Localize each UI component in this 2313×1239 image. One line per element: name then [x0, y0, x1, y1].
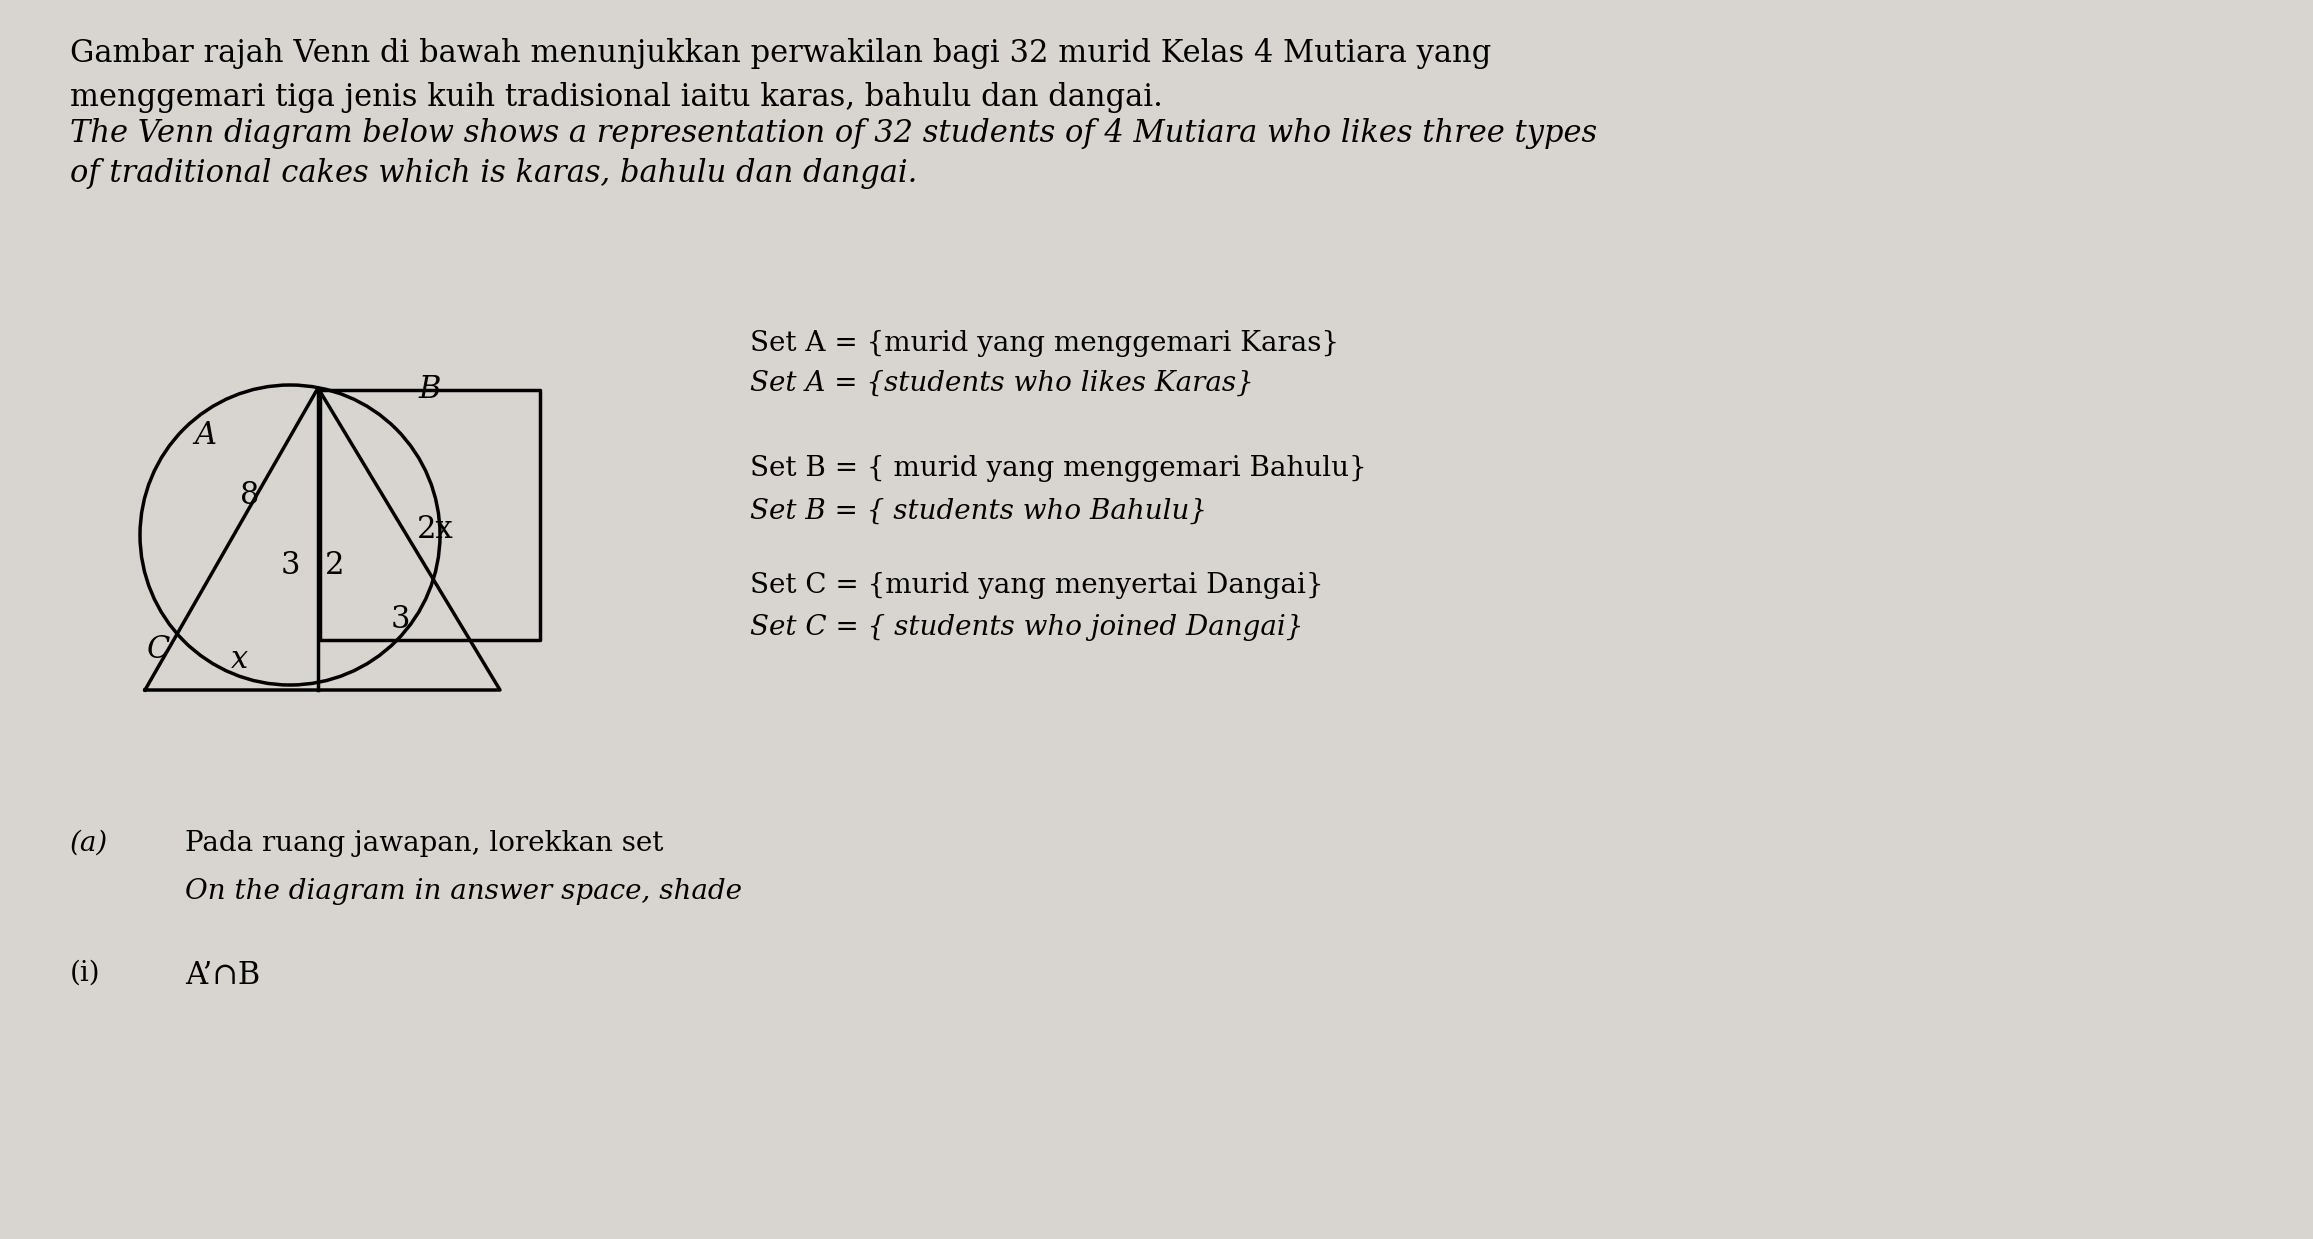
Text: Set C = { students who joined Dangai}: Set C = { students who joined Dangai}	[749, 615, 1302, 641]
Text: B: B	[419, 374, 442, 405]
Text: Set C = {murid yang menyertai Dangai}: Set C = {murid yang menyertai Dangai}	[749, 572, 1323, 598]
Text: Gambar rajah Venn di bawah menunjukkan perwakilan bagi 32 murid Kelas 4 Mutiara : Gambar rajah Venn di bawah menunjukkan p…	[69, 38, 1492, 69]
Text: of traditional cakes which is karas, bahulu dan dangai.: of traditional cakes which is karas, bah…	[69, 159, 918, 190]
Text: (a): (a)	[69, 830, 109, 857]
Text: Set A = {murid yang menggemari Karas}: Set A = {murid yang menggemari Karas}	[749, 330, 1339, 357]
Text: 8: 8	[241, 479, 259, 510]
Text: 3: 3	[280, 550, 301, 581]
Text: Set A = {students who likes Karas}: Set A = {students who likes Karas}	[749, 370, 1254, 396]
Text: 2: 2	[326, 550, 345, 581]
Text: A: A	[194, 420, 215, 451]
Text: menggemari tiga jenis kuih tradisional iaitu karas, bahulu dan dangai.: menggemari tiga jenis kuih tradisional i…	[69, 82, 1163, 113]
Text: Set B = { students who Bahulu}: Set B = { students who Bahulu}	[749, 498, 1207, 525]
Text: (i): (i)	[69, 960, 102, 987]
Text: Set B = { murid yang menggemari Bahulu}: Set B = { murid yang menggemari Bahulu}	[749, 455, 1367, 482]
Text: C: C	[146, 634, 169, 665]
Text: Pada ruang jawapan, lorekkan set: Pada ruang jawapan, lorekkan set	[185, 830, 664, 857]
Text: On the diagram in answer space, shade: On the diagram in answer space, shade	[185, 878, 742, 904]
Text: x: x	[231, 644, 247, 675]
Text: 3: 3	[391, 605, 409, 636]
Text: The Venn diagram below shows a representation of 32 students of 4 Mutiara who li: The Venn diagram below shows a represent…	[69, 118, 1596, 149]
Text: 2x: 2x	[416, 514, 453, 545]
Text: A’∩B: A’∩B	[185, 960, 261, 991]
